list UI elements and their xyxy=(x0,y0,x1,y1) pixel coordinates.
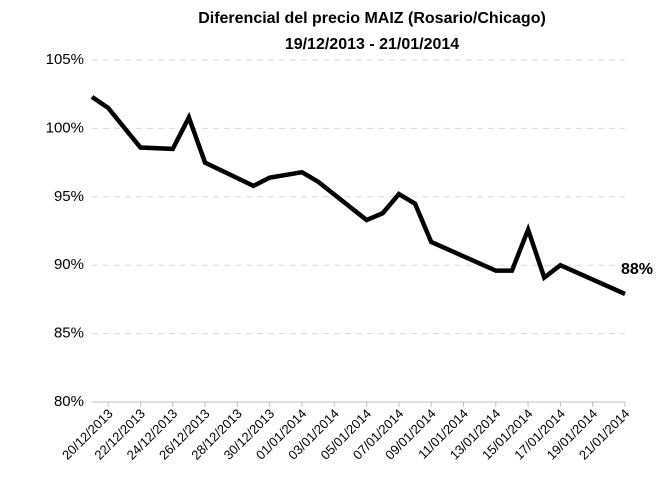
y-tick-label: 95% xyxy=(54,188,84,205)
y-tick-label: 85% xyxy=(54,325,84,342)
chart-title: Diferencial del precio MAIZ (Rosario/Chi… xyxy=(198,10,546,27)
y-tick-label: 90% xyxy=(54,256,84,273)
y-tick-label: 80% xyxy=(54,393,84,410)
line xyxy=(90,95,626,296)
chart-subtitle: 19/12/2013 - 21/01/2014 xyxy=(285,36,459,53)
y-tick-label: 100% xyxy=(46,119,84,136)
y-tick-label: 105% xyxy=(46,51,84,68)
data-label: 88% xyxy=(621,261,653,278)
